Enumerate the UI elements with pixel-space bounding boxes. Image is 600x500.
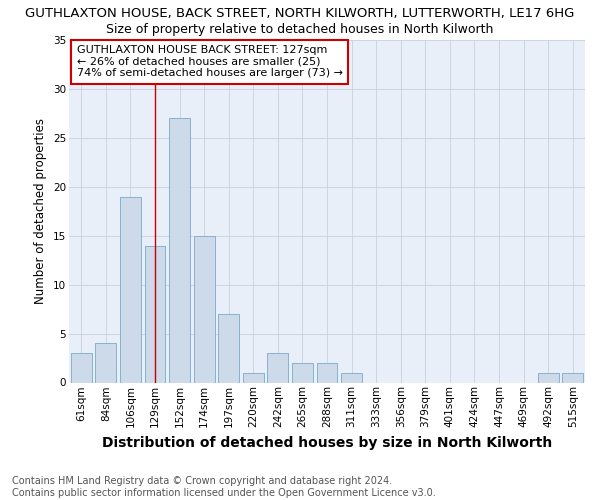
X-axis label: Distribution of detached houses by size in North Kilworth: Distribution of detached houses by size … (102, 436, 552, 450)
Bar (218, 314, 239, 382)
Bar (292, 363, 313, 382)
Bar (145, 246, 166, 382)
Text: Contains HM Land Registry data © Crown copyright and database right 2024.
Contai: Contains HM Land Registry data © Crown c… (12, 476, 436, 498)
Bar (194, 236, 215, 382)
Bar (538, 372, 559, 382)
Bar (169, 118, 190, 382)
Text: GUTHLAXTON HOUSE, BACK STREET, NORTH KILWORTH, LUTTERWORTH, LE17 6HG: GUTHLAXTON HOUSE, BACK STREET, NORTH KIL… (25, 8, 575, 20)
Bar (95, 344, 116, 382)
Bar (268, 353, 289, 382)
Bar (120, 196, 141, 382)
Text: GUTHLAXTON HOUSE BACK STREET: 127sqm
← 26% of detached houses are smaller (25)
7: GUTHLAXTON HOUSE BACK STREET: 127sqm ← 2… (77, 45, 343, 78)
Bar (562, 372, 583, 382)
Bar (317, 363, 337, 382)
Text: Size of property relative to detached houses in North Kilworth: Size of property relative to detached ho… (106, 22, 494, 36)
Y-axis label: Number of detached properties: Number of detached properties (34, 118, 47, 304)
Bar (341, 372, 362, 382)
Bar (243, 372, 264, 382)
Bar (71, 353, 92, 382)
